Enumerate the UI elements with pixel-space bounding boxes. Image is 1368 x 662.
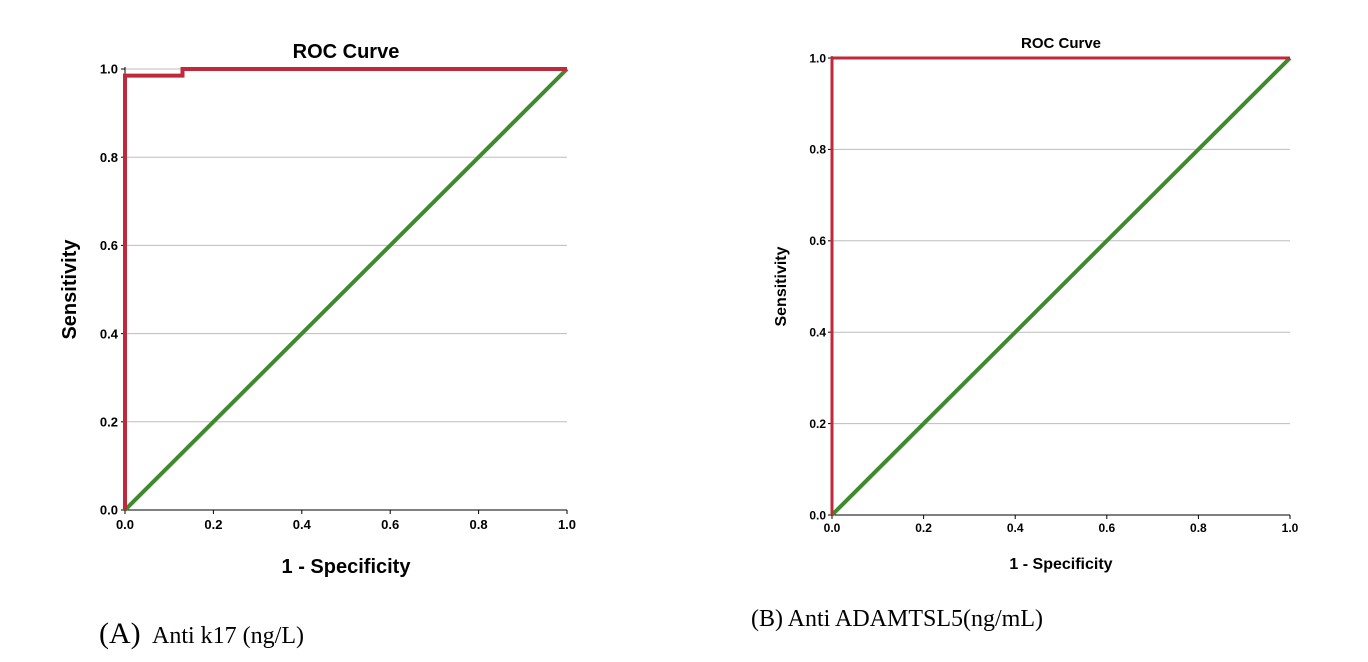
y-axis-label: Sensitivity <box>59 239 81 340</box>
caption-letter: (A) <box>99 617 141 650</box>
x-tick-label: 0.8 <box>470 517 488 532</box>
x-tick-label: 0.6 <box>1098 521 1115 535</box>
y-tick-label: 0.8 <box>100 150 118 165</box>
roc-chart-a: 0.0 0.2 0.4 0.6 0.8 1.0 0.0 0.2 0.4 0.6 0.8 1.0 ROC … <box>59 41 576 650</box>
y-tick-label: 0.0 <box>100 503 118 518</box>
reference-diagonal-line <box>123 67 569 512</box>
caption-text: (B) Anti ADAMTSL5(ng/mL) <box>751 606 1043 632</box>
y-tick-label: 0.4 <box>100 326 119 341</box>
y-tick-label: 0.6 <box>100 238 118 253</box>
x-tick-label: 0.2 <box>204 517 222 532</box>
y-tick-label: 0.4 <box>809 326 826 340</box>
y-tick-label: 0.2 <box>100 414 118 429</box>
x-tick-label: 0.8 <box>1190 521 1207 535</box>
x-tick-label: 1.0 <box>558 517 576 532</box>
x-tick-label: 0.6 <box>381 517 399 532</box>
roc-curve-line <box>830 56 1290 515</box>
y-tick-label: 0.6 <box>809 234 826 248</box>
chart-title: ROC Curve <box>293 41 400 63</box>
y-tick-label: 0.8 <box>809 143 826 157</box>
y-axis-label: Sensitivity <box>773 246 790 326</box>
y-tick-label: 1.0 <box>809 51 826 65</box>
roc-chart-b: 0.0 0.2 0.4 0.6 0.8 1.0 0.0 0.2 0.4 0.6 0.8 1.0 ROC … <box>751 35 1299 632</box>
x-tick-label: 0.0 <box>824 521 841 535</box>
y-tick-label: 1.0 <box>100 62 118 77</box>
x-axis-label: 1 - Specificity <box>1009 556 1112 573</box>
x-tick-label: 0.4 <box>1007 521 1024 535</box>
x-tick-label: 0.4 <box>293 517 312 532</box>
reference-diagonal-line <box>830 56 1292 517</box>
x-axis-label: 1 - Specificity <box>282 556 412 578</box>
y-tick-label: 0.2 <box>809 417 826 431</box>
x-tick-label: 0.2 <box>915 521 932 535</box>
caption-text: Anti k17 (ng/L) <box>152 623 304 649</box>
y-tick-label: 0.0 <box>809 508 826 522</box>
x-tick-label: 1.0 <box>1282 521 1299 535</box>
chart-title: ROC Curve <box>1021 35 1101 52</box>
roc-curve-line <box>123 67 567 510</box>
x-tick-label: 0.0 <box>116 517 134 532</box>
